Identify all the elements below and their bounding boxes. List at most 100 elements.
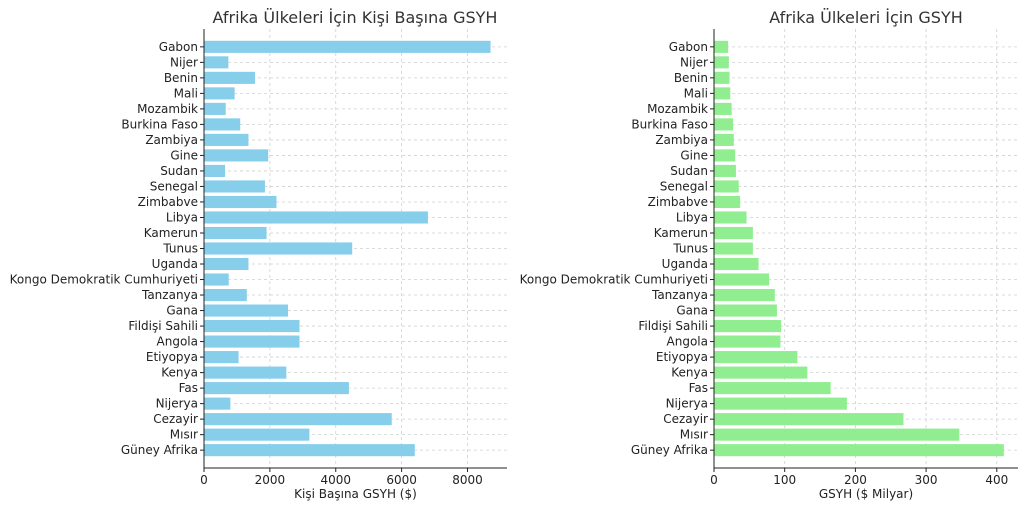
y-tick-label: Senegal [660, 179, 708, 193]
bar-tanzanya [714, 288, 775, 302]
y-tick-label: Benin [164, 71, 198, 85]
bar-libya [714, 211, 747, 224]
bar-cezayir [204, 413, 392, 426]
y-tick-label: Fas [689, 381, 708, 395]
y-tick-label: Mali [684, 86, 708, 100]
bar-angola [714, 335, 781, 348]
x-axis-label: Kişi Başına GSYH ($) [294, 487, 417, 501]
bar-fildisi-sahili [204, 320, 300, 333]
bar-kenya [714, 366, 808, 379]
y-tick-label: Nijer [680, 55, 708, 69]
bar-zimbabve [204, 195, 277, 209]
y-tick-label: Gine [680, 148, 708, 162]
bar-misir [204, 428, 310, 441]
bar-nijerya [204, 397, 231, 410]
bar-nijer [204, 56, 229, 69]
bar-kamerun [714, 226, 753, 240]
y-tick-label: Gabon [669, 40, 708, 54]
y-tick-label: Cezayir [153, 412, 198, 426]
bar-libya [204, 211, 428, 224]
bar-fildisi-sahili [714, 320, 782, 333]
bar-zimbabve [714, 195, 741, 209]
bar-kongo-demokratik-cumhuriyeti [204, 273, 229, 286]
bar-tunus [714, 242, 753, 255]
bar-kongo-demokratik-cumhuriyeti [714, 273, 770, 286]
bar-mozambik [204, 102, 226, 115]
bar-fas [714, 382, 831, 395]
y-tick-label: Uganda [662, 257, 708, 271]
y-tick-label: Kenya [671, 366, 708, 380]
y-tick-label: Angola [667, 335, 708, 349]
bar-kamerun [204, 226, 267, 240]
bar-kenya [204, 366, 287, 379]
chart-title: Afrika Ülkeleri İçin Kişi Başına GSYH [213, 8, 498, 27]
y-tick-label: Mali [174, 86, 198, 100]
bar-gana [714, 304, 777, 317]
bar-misir [714, 428, 960, 441]
y-tick-label: Nijer [170, 55, 198, 69]
bar-sudan [204, 164, 226, 177]
y-tick-label: Nijerya [156, 397, 198, 411]
bar-senegal [714, 180, 739, 193]
y-tick-label: Güney Afrika [631, 443, 708, 457]
bar-burkina-faso [714, 118, 734, 131]
y-tick-label: Gine [170, 148, 198, 162]
bar-benin [204, 71, 256, 84]
bar-uganda [714, 257, 759, 271]
bar-burkina-faso [204, 118, 241, 131]
bar-sudan [714, 164, 736, 177]
bar-etiyopya [714, 351, 798, 364]
bar-benin [714, 71, 730, 84]
bar-tanzanya [204, 288, 247, 302]
x-tick-label: 0 [710, 473, 718, 487]
x-tick-label: 4000 [320, 473, 351, 487]
bar-gana [204, 304, 288, 317]
bar-gine [204, 149, 269, 162]
y-tick-label: Sudan [670, 164, 708, 178]
x-tick-label: 8000 [452, 473, 483, 487]
bar-nijer [714, 56, 729, 69]
x-tick-label: 300 [915, 473, 938, 487]
bar-gabon [204, 40, 491, 53]
y-tick-label: Tunus [162, 242, 198, 256]
y-tick-label: Libya [676, 210, 708, 224]
y-tick-label: Tunus [672, 242, 708, 256]
y-tick-label: Benin [674, 71, 708, 85]
y-tick-label: Uganda [152, 257, 198, 271]
y-tick-label: Zimbabve [648, 195, 708, 209]
y-tick-label: Kenya [161, 366, 198, 380]
bar-guney-afrika [204, 444, 415, 457]
y-tick-label: Senegal [150, 179, 198, 193]
y-tick-label: Güney Afrika [121, 443, 198, 457]
y-tick-label: Gana [166, 304, 198, 318]
bar-gabon [714, 40, 729, 53]
bar-nijerya [714, 397, 847, 410]
x-tick-label: 200 [844, 473, 867, 487]
y-tick-label: Gabon [159, 40, 198, 54]
x-tick-label: 2000 [255, 473, 286, 487]
y-tick-label: Fildişi Sahili [638, 319, 708, 333]
bar-zambiya [714, 133, 734, 146]
y-tick-label: Nijerya [666, 397, 708, 411]
bar-senegal [204, 180, 265, 193]
bar-fas [204, 382, 349, 395]
y-tick-label: Tanzanya [651, 288, 708, 302]
y-tick-label: Zimbabve [138, 195, 198, 209]
y-tick-label: Zambiya [145, 133, 198, 147]
y-tick-label: Kongo Demokratik Cumhuriyeti [520, 273, 708, 287]
bar-zambiya [204, 133, 249, 146]
bar-tunus [204, 242, 353, 255]
chart-title: Afrika Ülkeleri İçin GSYH [769, 8, 963, 27]
bar-mali [204, 87, 235, 100]
bar-guney-afrika [714, 444, 1004, 457]
x-tick-label: 100 [773, 473, 796, 487]
x-tick-label: 6000 [386, 473, 417, 487]
y-tick-label: Angola [157, 335, 198, 349]
bar-uganda [204, 257, 249, 271]
x-axis-label: GSYH ($ Milyar) [819, 487, 913, 501]
bar-angola [204, 335, 300, 348]
y-tick-label: Etiyopya [146, 350, 198, 364]
y-tick-label: Mısır [680, 428, 708, 442]
y-tick-label: Tanzanya [141, 288, 198, 302]
